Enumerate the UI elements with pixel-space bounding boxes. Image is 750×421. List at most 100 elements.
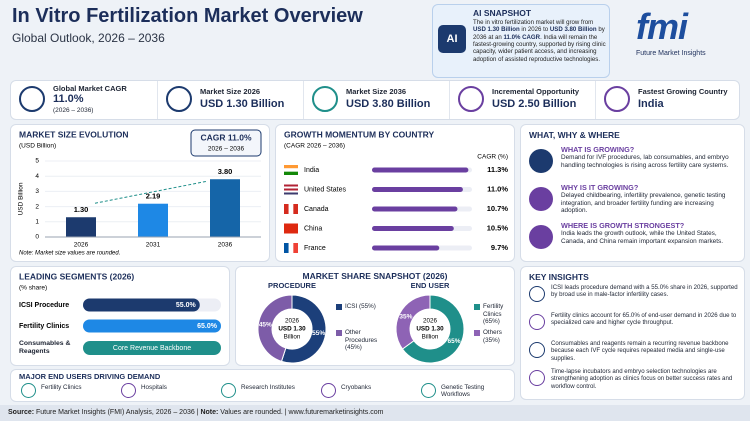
end-user-label: Research Institutes — [241, 384, 295, 391]
donut-slice — [401, 294, 465, 364]
end-user-label: Hospitals — [141, 384, 167, 391]
flag — [284, 190, 298, 193]
market-size-chart: MARKET SIZE EVOLUTION (USD Billion) CAGR 1… — [18, 129, 262, 257]
kpi-label: Incremental Opportunity — [492, 87, 580, 96]
kpi-note: (2026 – 2036) — [53, 107, 94, 114]
kpi-icon — [458, 86, 484, 112]
value-label: 65.0% — [197, 323, 218, 330]
legend-swatch — [336, 330, 342, 336]
y-tick-label: 5 — [35, 158, 39, 165]
snapshot-text-part: in 2026 to — [519, 26, 550, 34]
key-insights-panel: KEY INSIGHTS ICSI leads procedure demand… — [520, 266, 745, 400]
legend-label: ICSI (55%) — [345, 303, 376, 310]
snapshot-text-part: . India will remain the fastest-growing … — [473, 33, 606, 63]
x-tick-label: 2031 — [146, 242, 161, 249]
footer-text: Future Market Insights (FMI) Analysis, 2… — [34, 409, 201, 416]
item-heading: WHY IS IT GROWING? — [561, 183, 639, 192]
category-label: ICSI Procedure — [19, 302, 69, 309]
flag — [284, 165, 298, 169]
bar — [372, 167, 469, 173]
slice-label: 45% — [259, 321, 272, 328]
logo-mark: fmi — [636, 6, 688, 47]
annotation-title: CAGR 11.0% — [200, 132, 251, 142]
insight-text: Time-lapse incubators and embryo selecti… — [551, 368, 733, 390]
value-label: 3.80 — [218, 167, 233, 176]
donut-title: PROCEDURE — [268, 281, 316, 290]
slice-label: 55% — [312, 330, 325, 337]
end-user-icon — [221, 383, 236, 398]
snapshot-title: AI SNAPSHOT — [473, 8, 532, 18]
legend-label: Others (35%) — [483, 329, 502, 344]
y-tick-label: 1 — [35, 219, 39, 226]
panel-title: WHAT, WHY & WHERE — [529, 130, 620, 140]
legend-swatch — [474, 304, 480, 310]
bar — [372, 245, 440, 251]
snapshot-text-part: The in vitro fertilization market will g… — [473, 19, 594, 26]
item-text: Delayed childbearing, infertility preval… — [561, 192, 726, 215]
center-label: USD 1.30 — [278, 326, 306, 333]
page-subtitle: Global Outlook, 2026 – 2036 — [12, 31, 165, 45]
chart-title: GROWTH MOMENTUM BY COUNTRY — [284, 129, 434, 139]
insight-icon — [529, 370, 545, 386]
legend-swatch — [336, 304, 342, 310]
center-label: 2026 — [423, 318, 438, 325]
insight-icon — [529, 342, 545, 358]
x-tick-label: 2036 — [218, 242, 233, 249]
end-user-label: Cryobanks — [341, 384, 372, 391]
donut-slice — [395, 294, 431, 350]
kpi-value: USD 2.50 Billion — [492, 98, 577, 110]
item-icon — [529, 149, 553, 173]
y-tick-label: 3 — [35, 188, 39, 195]
value-label: 2.19 — [146, 192, 161, 201]
end-user-icon — [321, 383, 336, 398]
kpi-value: USD 3.80 Billion — [346, 98, 431, 110]
flag — [284, 192, 298, 195]
chart-title: LEADING SEGMENTS (2026) — [19, 271, 134, 281]
kpi-label: Market Size 2036 — [346, 87, 407, 96]
bar — [210, 179, 240, 237]
kpi-value: India — [638, 98, 664, 110]
bar — [83, 319, 221, 333]
market-size-panel: MARKET SIZE EVOLUTION (USD Billion) CAGR 1… — [10, 124, 270, 262]
flag — [288, 204, 294, 214]
snapshot-box: AI AI SNAPSHOT The in vitro fertilizatio… — [432, 4, 610, 78]
flag — [284, 204, 289, 214]
snapshot-text-part: by 2036 at an — [473, 26, 605, 41]
item-text: India leads the growth outlook, while th… — [561, 230, 723, 245]
footer-text: Values are rounded. | www.futuremarketin… — [218, 409, 384, 416]
donut-slice — [280, 294, 327, 364]
growth-chart: GROWTH MOMENTUM BY COUNTRY (CAGR 2026 – 2… — [284, 129, 508, 253]
legend-label: Fertility Clinics (65%) — [483, 303, 504, 326]
value-label: 11.0% — [487, 184, 508, 193]
segments-panel: LEADING SEGMENTS (2026) (% share) ICSI Pro… — [10, 266, 230, 366]
what-why-where-panel: WHAT, WHY & WHERE WHAT IS GROWING? Demand… — [520, 124, 745, 262]
category-label: United States — [304, 186, 347, 193]
kpi-label: Fastest Growing Country — [638, 87, 728, 96]
flag — [288, 243, 294, 253]
panel-title: MAJOR END USERS DRIVING DEMAND — [19, 372, 161, 381]
value-header: CAGR (%) — [477, 154, 508, 161]
snapshot-text: The in vitro fertilization market will g… — [473, 19, 607, 63]
footer-text: Note: — [200, 409, 219, 416]
y-axis-label: USD Billion — [18, 182, 25, 215]
annotation-subtitle: 2026 – 2036 — [208, 146, 245, 153]
snapshot-icon: AI — [438, 25, 466, 53]
panel-title: KEY INSIGHTS — [529, 272, 589, 282]
end-users-panel: MAJOR END USERS DRIVING DEMAND Fertility… — [10, 369, 515, 402]
insight-text: Consumables and reagents remain a recurr… — [551, 340, 729, 362]
category-label: India — [304, 167, 319, 174]
bar — [372, 206, 458, 212]
kpi-icon — [604, 86, 630, 112]
y-tick-label: 2 — [35, 203, 39, 210]
flag — [284, 171, 298, 175]
kpi-label: Market Size 2026 — [200, 87, 261, 96]
legend-swatch — [474, 330, 480, 336]
flag — [293, 243, 298, 253]
category-label: France — [304, 245, 326, 252]
flag — [284, 186, 298, 189]
kpi-label: Global Market CAGR — [53, 84, 127, 93]
kpi-value: 11.0% — [53, 93, 84, 105]
page-title: In Vitro Fertilization Market Overview — [12, 5, 363, 27]
item-icon — [529, 225, 553, 249]
